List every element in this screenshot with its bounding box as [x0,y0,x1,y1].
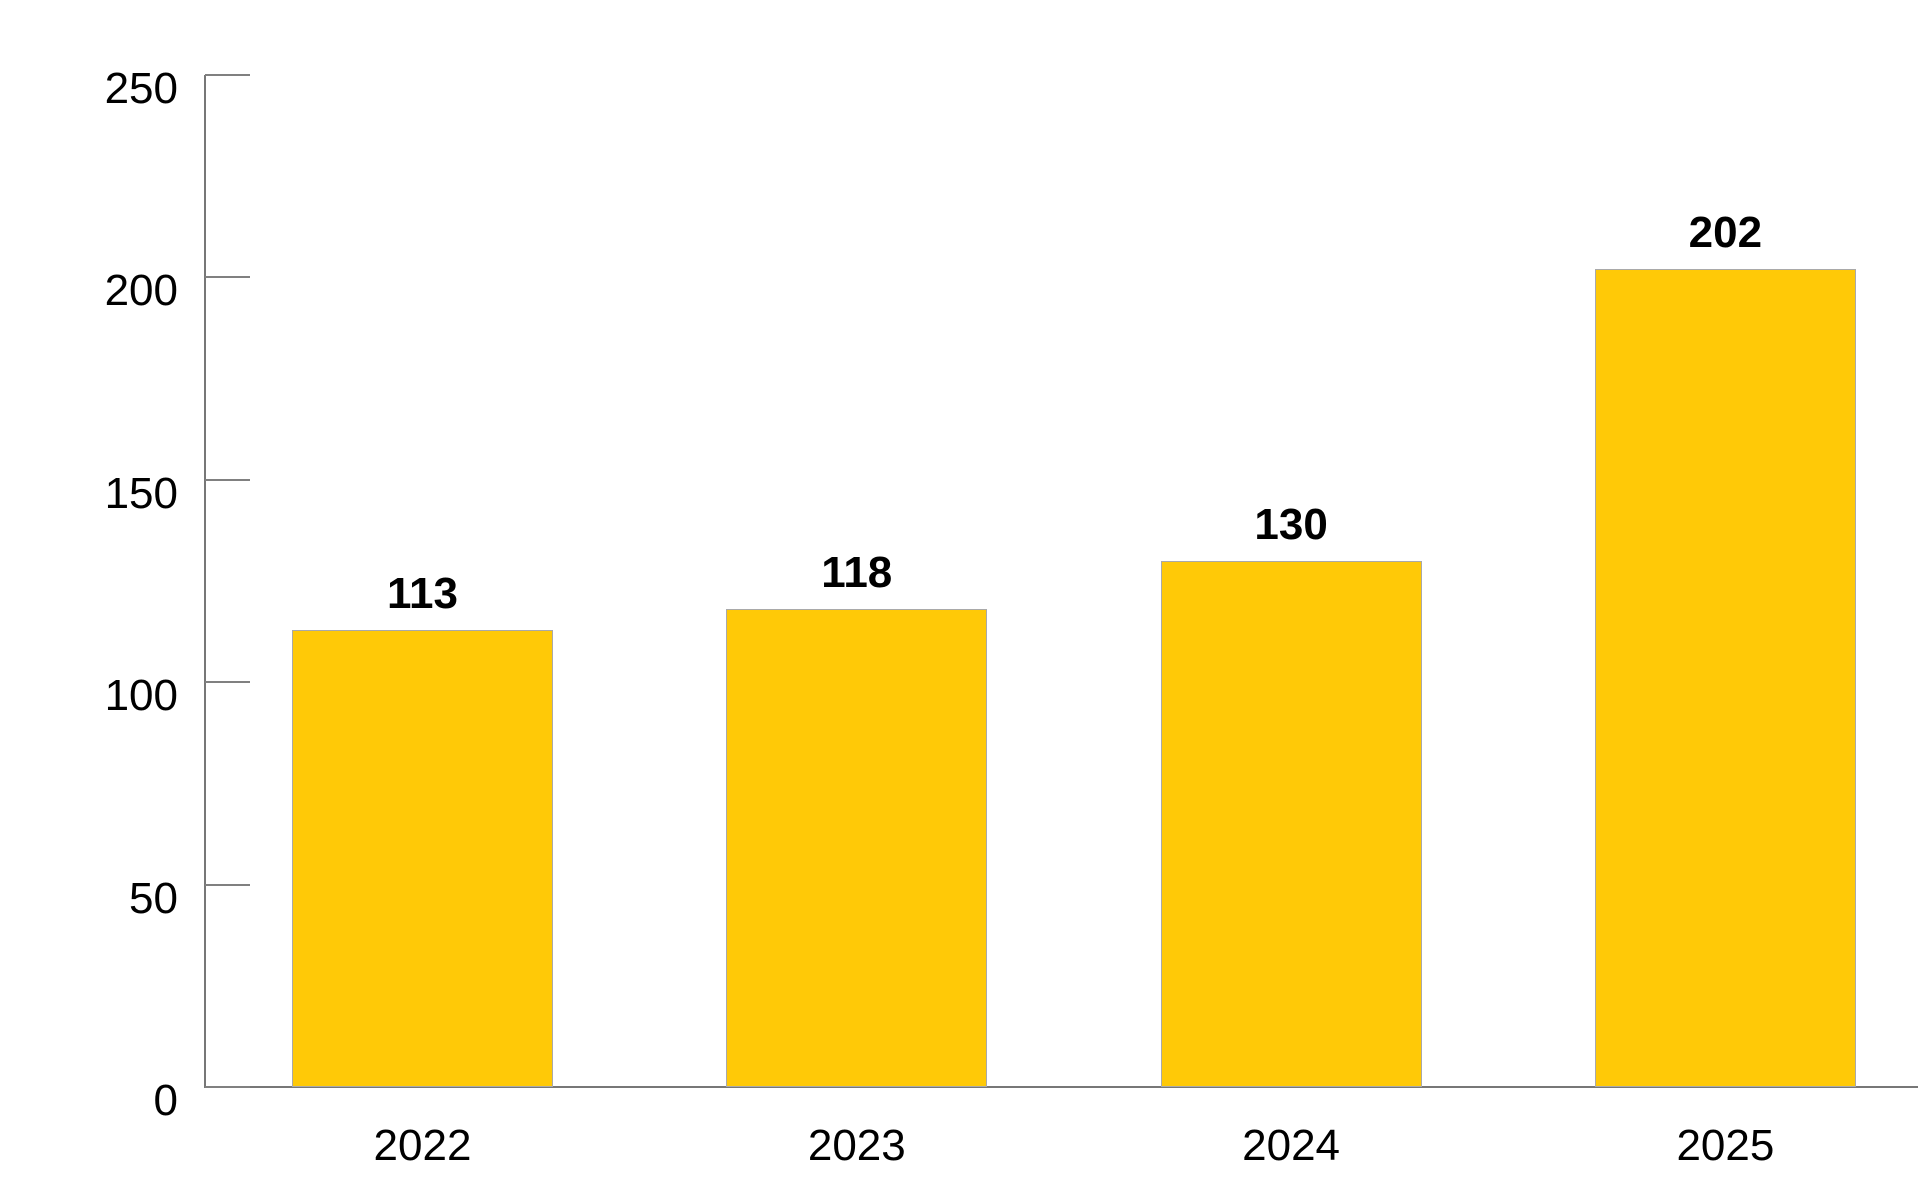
bar-value-label: 202 [1688,208,1763,258]
x-axis-line [204,1086,1918,1088]
y-tick [205,1086,250,1088]
x-tick-label: 2024 [1242,1121,1341,1170]
bar-2024 [1160,560,1422,1087]
y-tick-label: 0 [153,1076,178,1125]
y-tick [205,74,250,76]
bar-value-label: 118 [821,548,893,598]
x-tick-label: 2022 [373,1121,472,1170]
bar-2025 [1594,269,1856,1087]
y-tick-label: 250 [104,64,178,113]
y-tick [205,478,250,481]
bar-value-label: 130 [1254,499,1328,549]
y-tick [205,883,250,886]
y-axis-line [204,75,206,1088]
x-tick-label: 2025 [1676,1121,1775,1170]
y-tick-label: 100 [104,671,178,721]
y-tick [205,681,250,684]
bar-2022 [292,629,553,1087]
y-tick [205,276,250,279]
bar-value-label: 113 [387,568,458,618]
y-tick-label: 50 [129,873,178,923]
bar-2023 [726,609,988,1087]
x-tick-label: 2023 [807,1121,906,1170]
y-tick-label: 150 [104,468,178,518]
y-tick-label: 200 [104,266,178,316]
